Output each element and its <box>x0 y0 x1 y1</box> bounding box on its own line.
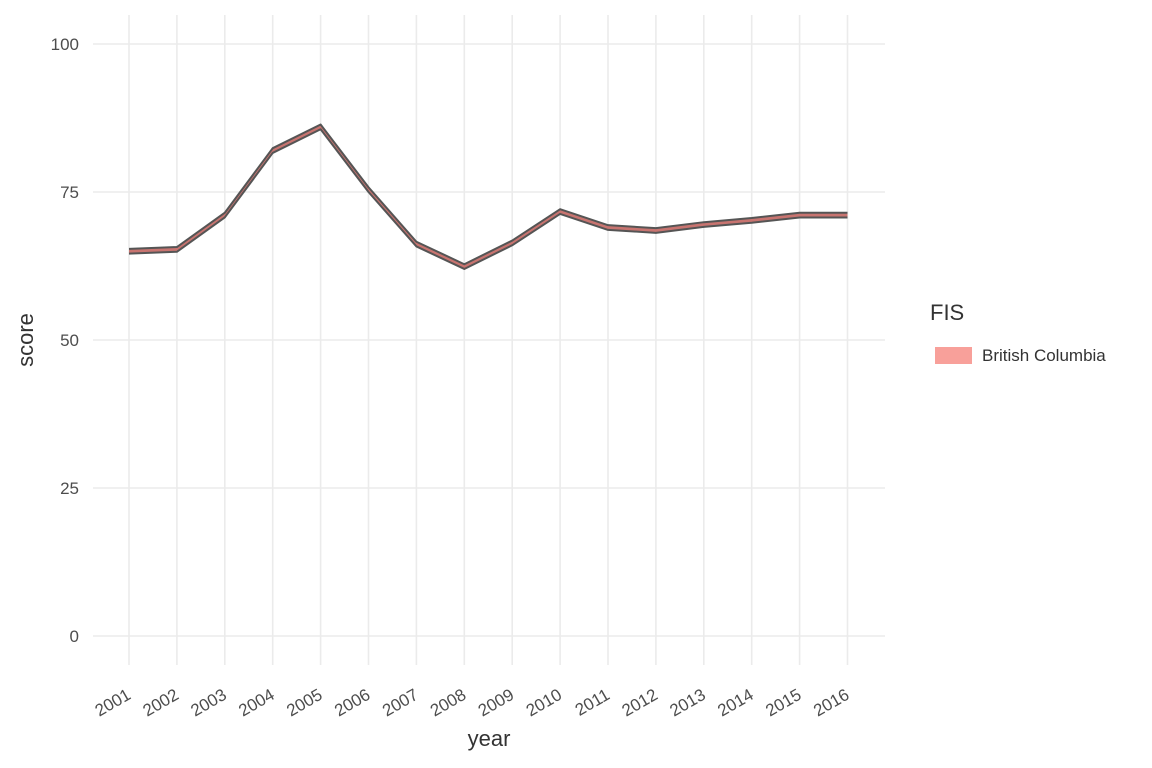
legend-label-british-columbia: British Columbia <box>982 346 1106 365</box>
x-tick-label: 2005 <box>283 685 325 720</box>
y-tick-label: 50 <box>60 331 79 350</box>
x-tick-label: 2010 <box>523 685 565 720</box>
x-tick-label: 2001 <box>92 685 134 720</box>
ribbon-upper-outline <box>128 123 848 266</box>
x-tick-label: 2002 <box>140 685 182 720</box>
y-tick-label: 0 <box>70 627 79 646</box>
x-tick-label: 2009 <box>475 685 517 720</box>
x-tick-labels: 2001 2002 2003 2004 2005 2006 2007 2008 2009 2010… <box>92 685 853 720</box>
x-tick-label: 2008 <box>427 685 469 720</box>
x-tick-label: 2013 <box>667 685 709 720</box>
x-tick-label: 2011 <box>572 685 613 720</box>
x-tick-label: 2015 <box>762 685 804 720</box>
x-tick-label: 2006 <box>331 685 373 720</box>
x-tick-label: 2007 <box>379 685 421 720</box>
x-tick-label: 2004 <box>235 685 277 720</box>
ribbon-layer <box>128 123 848 270</box>
y-tick-label: 25 <box>60 479 79 498</box>
x-tick-label: 2014 <box>714 685 756 720</box>
y-tick-label: 100 <box>51 35 79 54</box>
legend: FIS British Columbia <box>930 300 1106 365</box>
ribbon-lower-outline <box>128 128 848 270</box>
x-tick-label: 2003 <box>188 685 230 720</box>
x-tick-label: 2016 <box>810 685 852 720</box>
x-tick-label: 2012 <box>619 685 661 720</box>
y-tick-labels: 0 25 50 75 100 <box>51 35 79 646</box>
x-axis-title: year <box>468 726 511 751</box>
legend-key-british-columbia <box>935 347 972 364</box>
y-axis-title: score <box>13 313 38 367</box>
gridlines <box>93 15 885 665</box>
y-tick-label: 75 <box>60 183 79 202</box>
legend-title: FIS <box>930 300 964 325</box>
